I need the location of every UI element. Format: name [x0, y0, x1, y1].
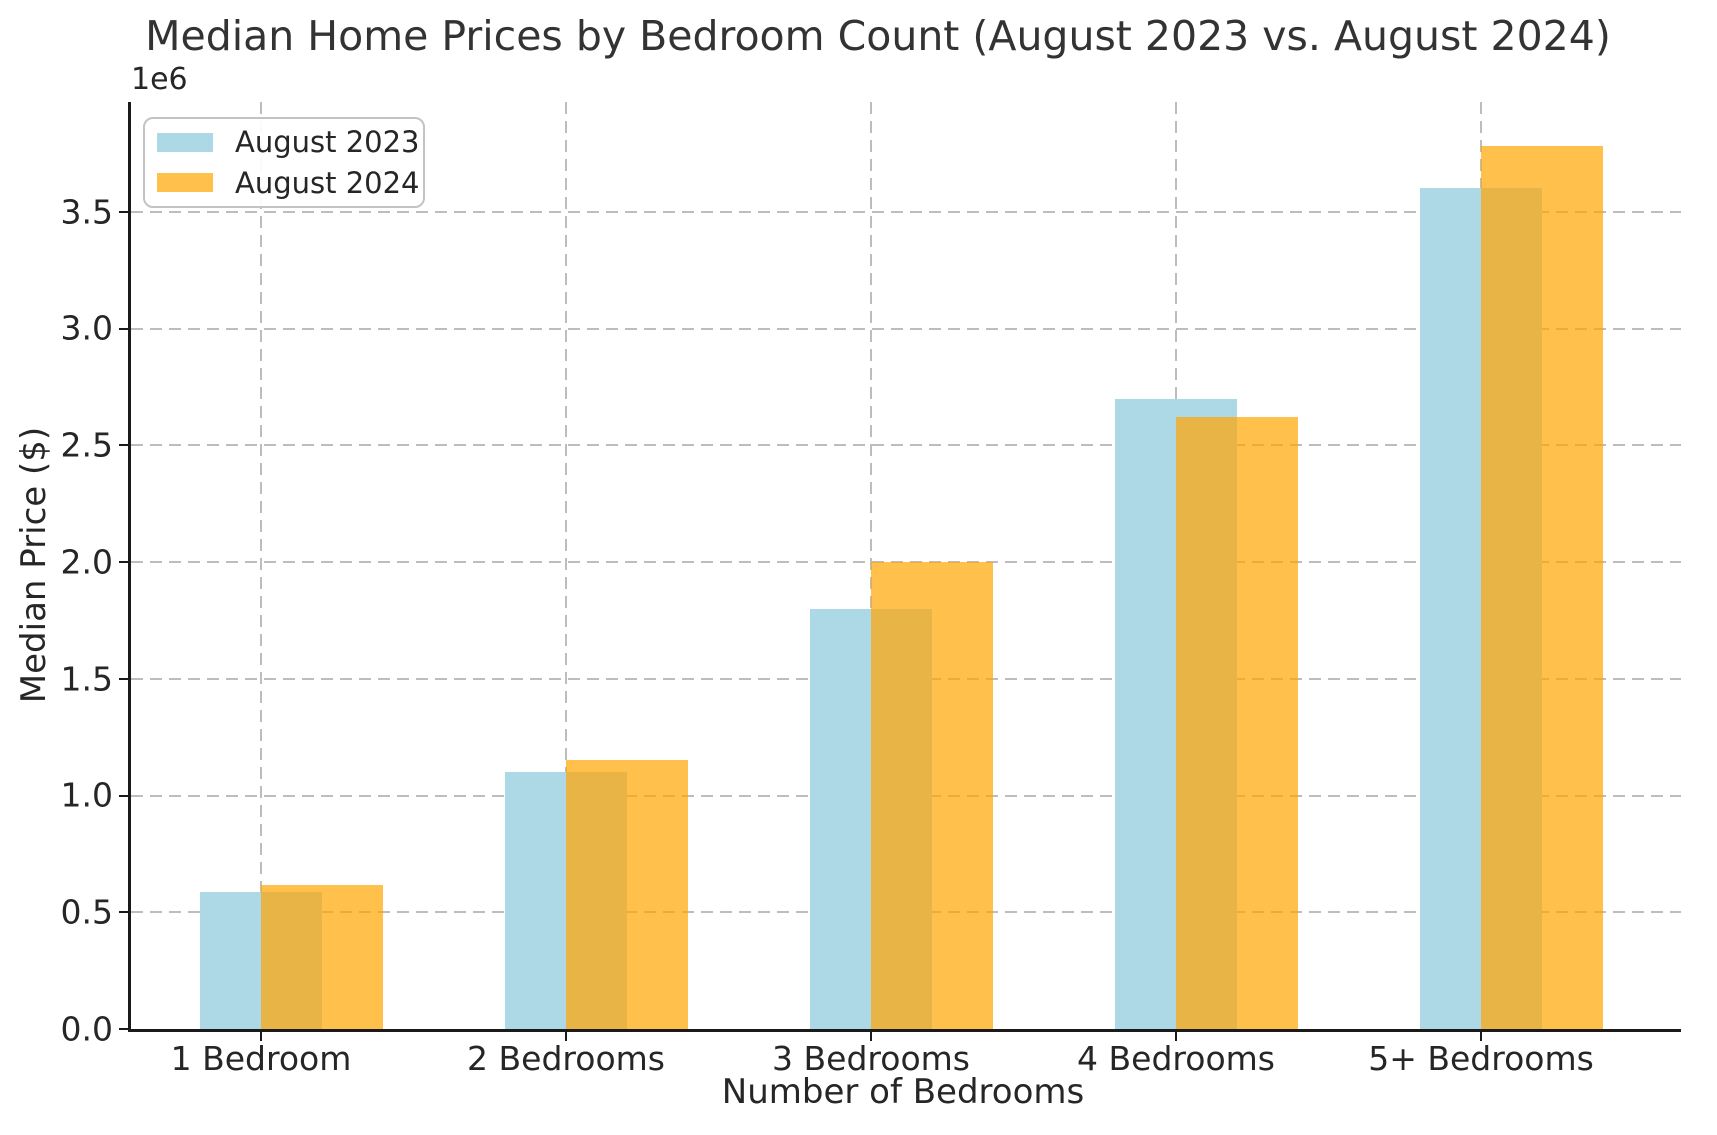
y-gridline — [131, 444, 1681, 447]
bar-aug2024 — [1481, 146, 1603, 1029]
x-tick-mark — [565, 1032, 567, 1041]
y-tick-mark — [119, 911, 128, 914]
y-tick-mark — [119, 444, 128, 447]
legend-entry: August 2023 — [157, 125, 423, 159]
x-tick-mark — [260, 1032, 262, 1041]
legend-swatch-aug2023 — [157, 132, 213, 152]
y-tick-label: 2.5 — [60, 425, 113, 465]
x-gridline — [260, 102, 262, 1029]
legend-label: August 2024 — [235, 165, 420, 200]
chart-title: Median Home Prices by Bedroom Count (Aug… — [145, 12, 1611, 60]
x-tick-label: 2 Bedrooms — [467, 1039, 665, 1078]
y-tick-mark — [119, 210, 128, 213]
y-tick-label: 3.5 — [60, 192, 113, 232]
bar-aug2024 — [566, 760, 688, 1029]
y-tick-label: 3.0 — [60, 308, 113, 348]
x-tick-label: 4 Bedrooms — [1077, 1039, 1275, 1078]
y-tick-mark — [119, 677, 128, 680]
y-tick-mark — [119, 561, 128, 563]
y-axis-offset-text: 1e6 — [131, 62, 188, 97]
y-gridline — [131, 327, 1681, 330]
y-tick-mark — [119, 327, 128, 330]
x-gridline — [565, 102, 567, 1029]
legend-label: August 2023 — [235, 125, 420, 160]
y-tick-label: 1.5 — [60, 659, 113, 699]
x-axis-label: Number of Bedrooms — [721, 1072, 1085, 1112]
legend-entry: August 2024 — [157, 166, 423, 200]
y-tick-label: 1.0 — [60, 775, 113, 815]
x-tick-label: 5+ Bedrooms — [1368, 1039, 1594, 1078]
y-tick-mark — [119, 1028, 128, 1030]
x-tick-mark — [1480, 1032, 1482, 1041]
y-tick-label: 0.0 — [60, 1009, 113, 1049]
x-tick-mark — [1175, 1032, 1177, 1041]
y-tick-label: 0.5 — [60, 892, 113, 932]
plot-area: August 2023 August 2024 0.0 0.5 1.0 1.5 2.0 2.… — [61, 102, 1681, 1078]
y-tick-mark — [119, 794, 128, 797]
y-gridline — [131, 210, 1681, 213]
x-tick-label: 1 Bedroom — [170, 1039, 352, 1078]
x-tick-label: 3 Bedrooms — [772, 1039, 970, 1078]
bar-aug2024 — [871, 562, 993, 1029]
bar-aug2024 — [261, 885, 383, 1029]
bar-aug2024 — [1176, 417, 1298, 1029]
x-tick-mark — [870, 1032, 872, 1041]
legend: August 2023 August 2024 — [143, 117, 425, 208]
legend-swatch-aug2024 — [157, 173, 213, 193]
y-tick-label: 2.0 — [60, 542, 113, 582]
